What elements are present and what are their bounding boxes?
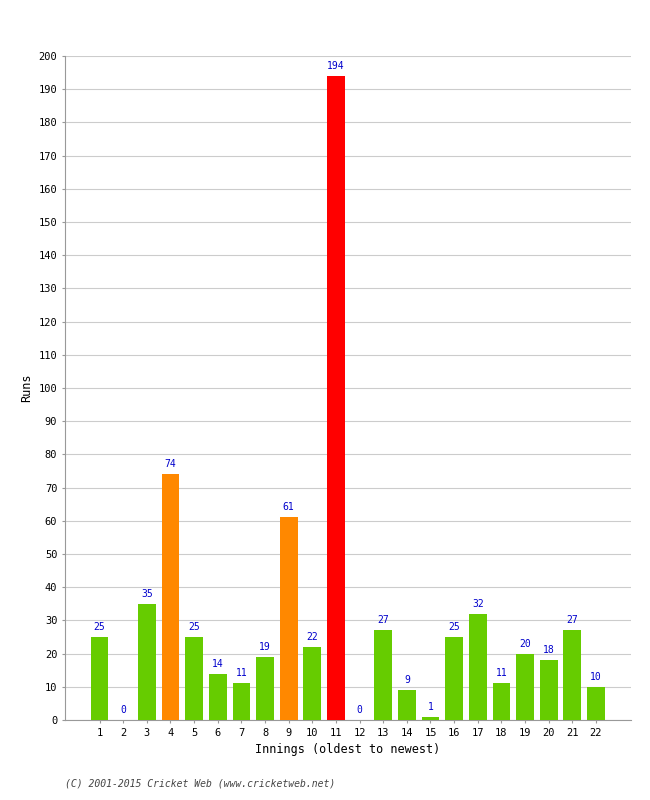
Text: 20: 20 (519, 638, 531, 649)
Bar (587, 686, 605, 720)
Bar (327, 76, 344, 720)
Bar (233, 683, 250, 720)
Bar (422, 717, 439, 720)
Text: 19: 19 (259, 642, 271, 652)
Text: 25: 25 (94, 622, 105, 632)
Bar (564, 630, 581, 720)
Bar (469, 614, 487, 720)
Y-axis label: Runs: Runs (20, 374, 33, 402)
Text: 35: 35 (141, 589, 153, 599)
Text: 74: 74 (164, 459, 176, 470)
Text: 32: 32 (472, 598, 484, 609)
Bar (374, 630, 392, 720)
Text: (C) 2001-2015 Cricket Web (www.cricketweb.net): (C) 2001-2015 Cricket Web (www.cricketwe… (65, 778, 335, 788)
Text: 10: 10 (590, 672, 602, 682)
Bar (91, 637, 109, 720)
Bar (445, 637, 463, 720)
Text: 27: 27 (566, 615, 578, 626)
Text: 22: 22 (306, 632, 318, 642)
Bar (209, 674, 227, 720)
Text: 0: 0 (357, 705, 363, 715)
Bar (304, 647, 321, 720)
Text: 0: 0 (120, 705, 126, 715)
Bar (493, 683, 510, 720)
Text: 18: 18 (543, 646, 554, 655)
Text: 25: 25 (448, 622, 460, 632)
Bar (540, 660, 558, 720)
Bar (138, 604, 156, 720)
Text: 14: 14 (212, 658, 224, 669)
Bar (256, 657, 274, 720)
Text: 25: 25 (188, 622, 200, 632)
Text: 11: 11 (235, 669, 247, 678)
Bar (162, 474, 179, 720)
Text: 11: 11 (495, 669, 507, 678)
X-axis label: Innings (oldest to newest): Innings (oldest to newest) (255, 743, 441, 756)
Bar (185, 637, 203, 720)
Bar (516, 654, 534, 720)
Text: 61: 61 (283, 502, 294, 513)
Text: 1: 1 (428, 702, 434, 712)
Text: 27: 27 (378, 615, 389, 626)
Text: 9: 9 (404, 675, 410, 685)
Bar (398, 690, 416, 720)
Text: 194: 194 (327, 61, 344, 71)
Bar (280, 518, 298, 720)
